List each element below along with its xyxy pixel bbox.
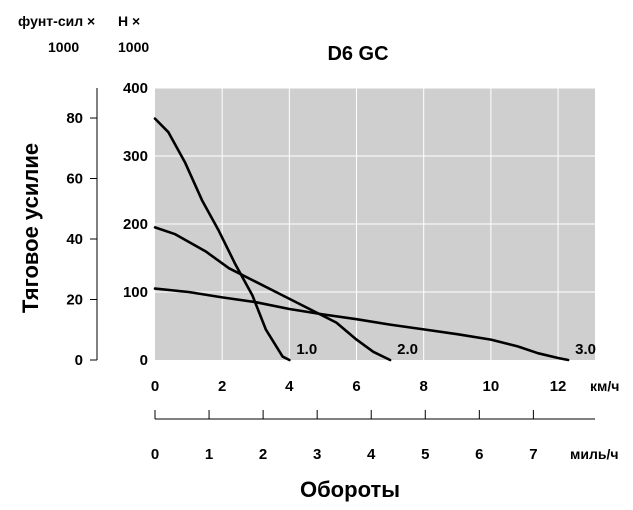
y-left-tick-label: 20 [66, 292, 83, 309]
y-left-tick-label: 80 [66, 110, 83, 127]
series-line-3-0 [153, 287, 570, 362]
x-mph-tick-label: 4 [367, 446, 376, 463]
y-axis-title: Тяговое усилие [18, 143, 43, 313]
series-label-1-0: 1.0 [296, 341, 317, 358]
grid-lines [155, 87, 595, 360]
y-right-tick-label: 200 [123, 216, 148, 233]
x-mph-tick-label: 0 [151, 446, 159, 463]
chart-title: D6 GC [327, 43, 388, 65]
x-kmh-tick-label: 12 [550, 378, 567, 395]
series-label-2-0: 2.0 [397, 341, 418, 358]
x-kmh-tick-label: 10 [483, 378, 500, 395]
x-kmh-tick-label: 0 [151, 378, 159, 395]
x-kmh-unit-label: км/ч [590, 378, 619, 394]
x-mph-tick-label: 7 [529, 446, 537, 463]
y-right-tick-label: 0 [140, 352, 148, 369]
y-right-tick-label: 300 [123, 148, 148, 165]
x-mph-tick-label: 3 [313, 446, 321, 463]
y-right-unit-line2: 1000 [118, 39, 149, 55]
y-right-tick-label: 100 [123, 284, 148, 301]
y-left-unit-line2: 1000 [48, 39, 79, 55]
x-mph-tick-label: 2 [259, 446, 267, 463]
series-line-2-0 [153, 226, 392, 362]
x-kmh-tick-label: 8 [420, 378, 428, 395]
series-line-1-0 [153, 117, 291, 362]
series-layer: 1.0 2.0 3.0 [153, 117, 596, 362]
x-kmh-tick-label: 6 [352, 378, 360, 395]
y-left-unit-line1: фунт-сил × [18, 13, 95, 29]
y-right-tick-label: 400 [123, 80, 148, 97]
x-kmh-tick-label: 4 [285, 378, 294, 395]
x-mph-tick-label: 6 [475, 446, 483, 463]
x-axis-title: Обороты [300, 477, 400, 502]
x-mph-tick-label: 5 [421, 446, 429, 463]
y-left-tick-label: 0 [75, 352, 83, 369]
x-kmh-tick-label: 2 [218, 378, 226, 395]
x-mph-unit-label: миль/ч [570, 446, 618, 462]
series-label-3-0: 3.0 [575, 341, 596, 358]
x-mph-tick-label: 1 [205, 446, 213, 463]
y-left-tick-label: 60 [66, 171, 83, 188]
y-left-tick-label: 40 [66, 231, 83, 248]
y-right-unit-line1: Н × [118, 13, 140, 29]
